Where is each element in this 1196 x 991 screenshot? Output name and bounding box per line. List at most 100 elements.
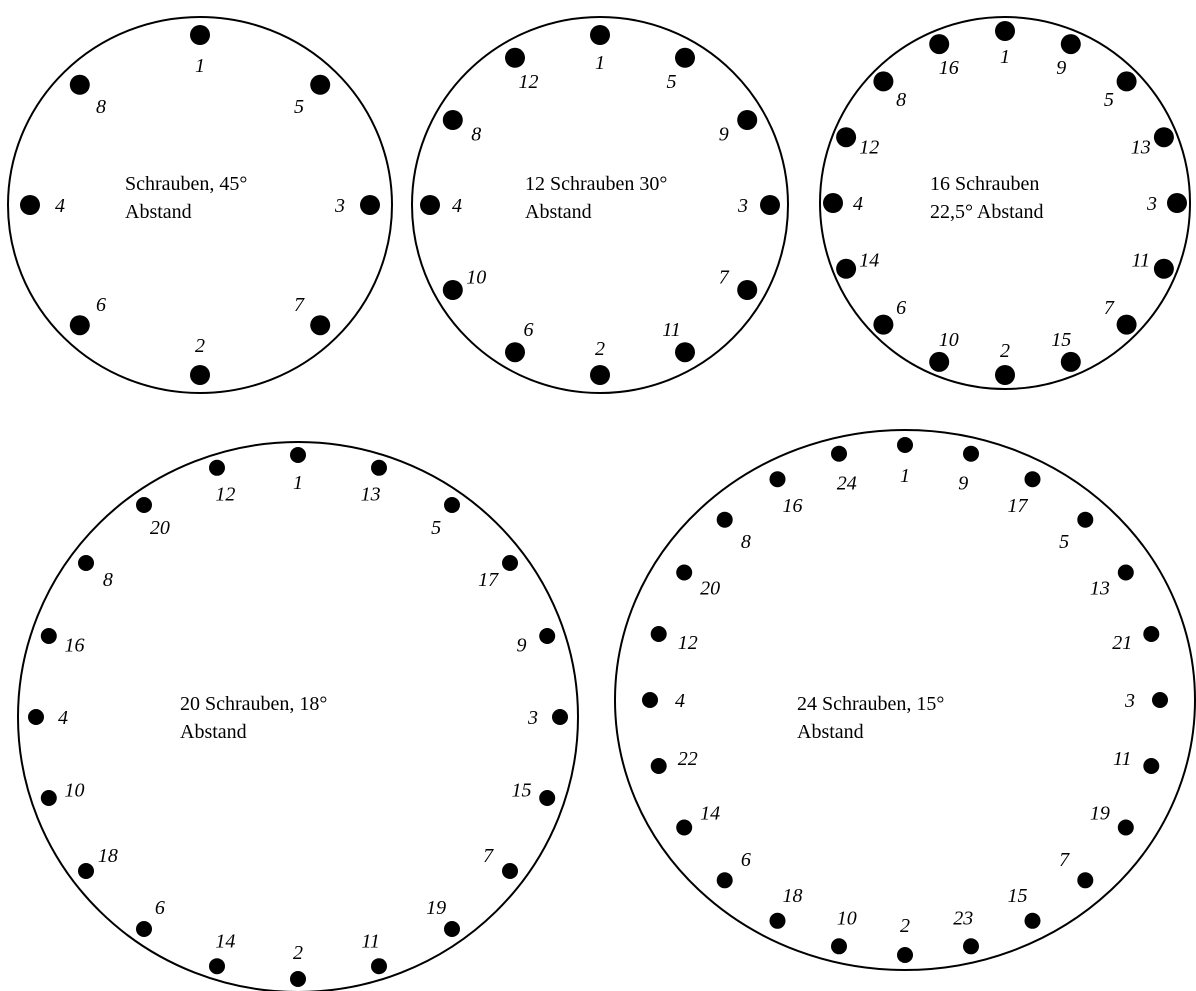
pattern-caption: 16 Schrauben: [930, 173, 1039, 195]
flange-circle: [411, 16, 789, 394]
bolt-number: 6: [524, 319, 534, 341]
bolt-hole: [760, 195, 780, 215]
bolt-hole: [310, 315, 331, 336]
bolt-number: 1: [1000, 46, 1010, 68]
bolt-number: 7: [1059, 849, 1070, 871]
bolt-hole: [769, 471, 786, 488]
bolt-hole: [442, 280, 463, 300]
bolt-hole: [1116, 314, 1137, 335]
bolt-hole: [716, 511, 733, 528]
bolt-number: 12: [519, 71, 539, 93]
pattern-16: 1 9 5 13 3 11 7 15 2 10 6 14 4 12 8 16 16 Schrauben 22,5°…: [819, 16, 1191, 390]
pattern-caption: 20 Schrauben, 18°: [180, 693, 327, 715]
bolt-hole: [1060, 351, 1081, 372]
bolt-hole: [1077, 511, 1094, 528]
bolt-number: 6: [896, 297, 906, 319]
bolt-hole: [929, 351, 950, 372]
bolt-hole: [442, 110, 463, 130]
bolt-hole: [1153, 127, 1174, 148]
bolt-number: 4: [452, 195, 462, 217]
bolt-hole: [28, 709, 44, 725]
bolt-number: 7: [294, 294, 305, 316]
bolt-number: 10: [837, 907, 857, 929]
bolt-hole: [539, 628, 556, 644]
bolt-number: 8: [471, 124, 481, 146]
bolt-hole: [290, 447, 306, 463]
bolt-hole: [1117, 819, 1134, 836]
bolt-number: 15: [512, 780, 532, 802]
bolt-hole: [539, 790, 556, 806]
bolt-number: 5: [1104, 89, 1114, 111]
bolt-number: 5: [667, 71, 677, 93]
bolt-number: 3: [737, 195, 748, 217]
bolt-number: 10: [466, 267, 486, 289]
bolt-number: 8: [103, 569, 113, 591]
bolt-number: 13: [1131, 137, 1151, 159]
bolt-hole: [675, 47, 695, 68]
bolt-hole: [650, 626, 667, 642]
pattern-caption: Abstand: [525, 201, 592, 223]
bolt-hole: [502, 863, 518, 879]
bolt-number: 4: [675, 690, 685, 712]
bolt-number: 18: [98, 845, 118, 867]
bolt-number: 9: [719, 124, 729, 146]
bolt-number: 7: [1104, 297, 1115, 319]
bolt-hole: [929, 34, 950, 55]
bolt-number: 8: [896, 89, 906, 111]
bolt-hole: [963, 445, 979, 462]
pattern-caption: Schrauben, 45°: [125, 173, 247, 195]
bolt-number: 14: [700, 803, 720, 825]
bolt-number: 5: [1059, 531, 1069, 553]
flange-circle: [614, 429, 1196, 971]
bolt-number: 22: [678, 748, 698, 770]
bolt-number: 7: [483, 845, 494, 867]
bolt-number: 7: [719, 267, 730, 289]
bolt-number: 2: [900, 915, 910, 937]
bolt-hole: [69, 74, 90, 95]
bolt-number: 11: [662, 319, 681, 341]
bolt-number: 19: [426, 897, 446, 919]
bolt-number: 20: [150, 517, 170, 539]
bolt-number: 11: [1132, 249, 1151, 271]
bolt-hole: [1060, 34, 1081, 55]
bolt-hole: [505, 47, 525, 68]
bolt-number: 12: [215, 484, 235, 506]
bolt-hole: [716, 872, 733, 889]
bolt-hole: [897, 437, 913, 453]
bolt-number: 9: [517, 634, 527, 656]
bolt-hole: [20, 195, 40, 215]
bolt-hole: [69, 315, 90, 336]
bolt-hole: [444, 497, 460, 513]
bolt-hole: [1143, 758, 1160, 774]
bolt-hole: [995, 21, 1015, 41]
flange-circle: [17, 441, 579, 991]
pattern-caption: Abstand: [797, 721, 864, 743]
bolt-number: 13: [1090, 578, 1110, 600]
bolt-hole: [1077, 872, 1094, 889]
bolt-hole: [873, 314, 894, 335]
bolt-hole: [642, 692, 658, 708]
bolt-number: 5: [431, 517, 441, 539]
bolt-hole: [873, 71, 894, 92]
bolt-number: 6: [741, 849, 751, 871]
pattern-caption: 22,5° Abstand: [930, 201, 1044, 223]
bolt-hole: [40, 628, 57, 644]
bolt-hole: [737, 110, 758, 130]
bolt-number: 5: [294, 96, 304, 118]
bolt-number: 14: [859, 249, 879, 271]
bolt-hole: [897, 947, 913, 963]
bolt-number: 16: [939, 57, 959, 79]
bolt-hole: [1024, 912, 1041, 929]
bolt-hole: [502, 555, 518, 571]
bolt-hole: [444, 921, 460, 937]
bolt-hole: [836, 258, 857, 279]
bolt-hole: [737, 280, 758, 300]
bolt-number: 3: [1146, 193, 1157, 215]
bolt-hole: [190, 365, 210, 385]
bolt-hole: [290, 971, 306, 987]
bolt-number: 6: [155, 897, 165, 919]
bolt-number: 16: [783, 495, 803, 517]
bolt-hole: [209, 958, 225, 975]
bolt-number: 17: [1008, 495, 1029, 517]
